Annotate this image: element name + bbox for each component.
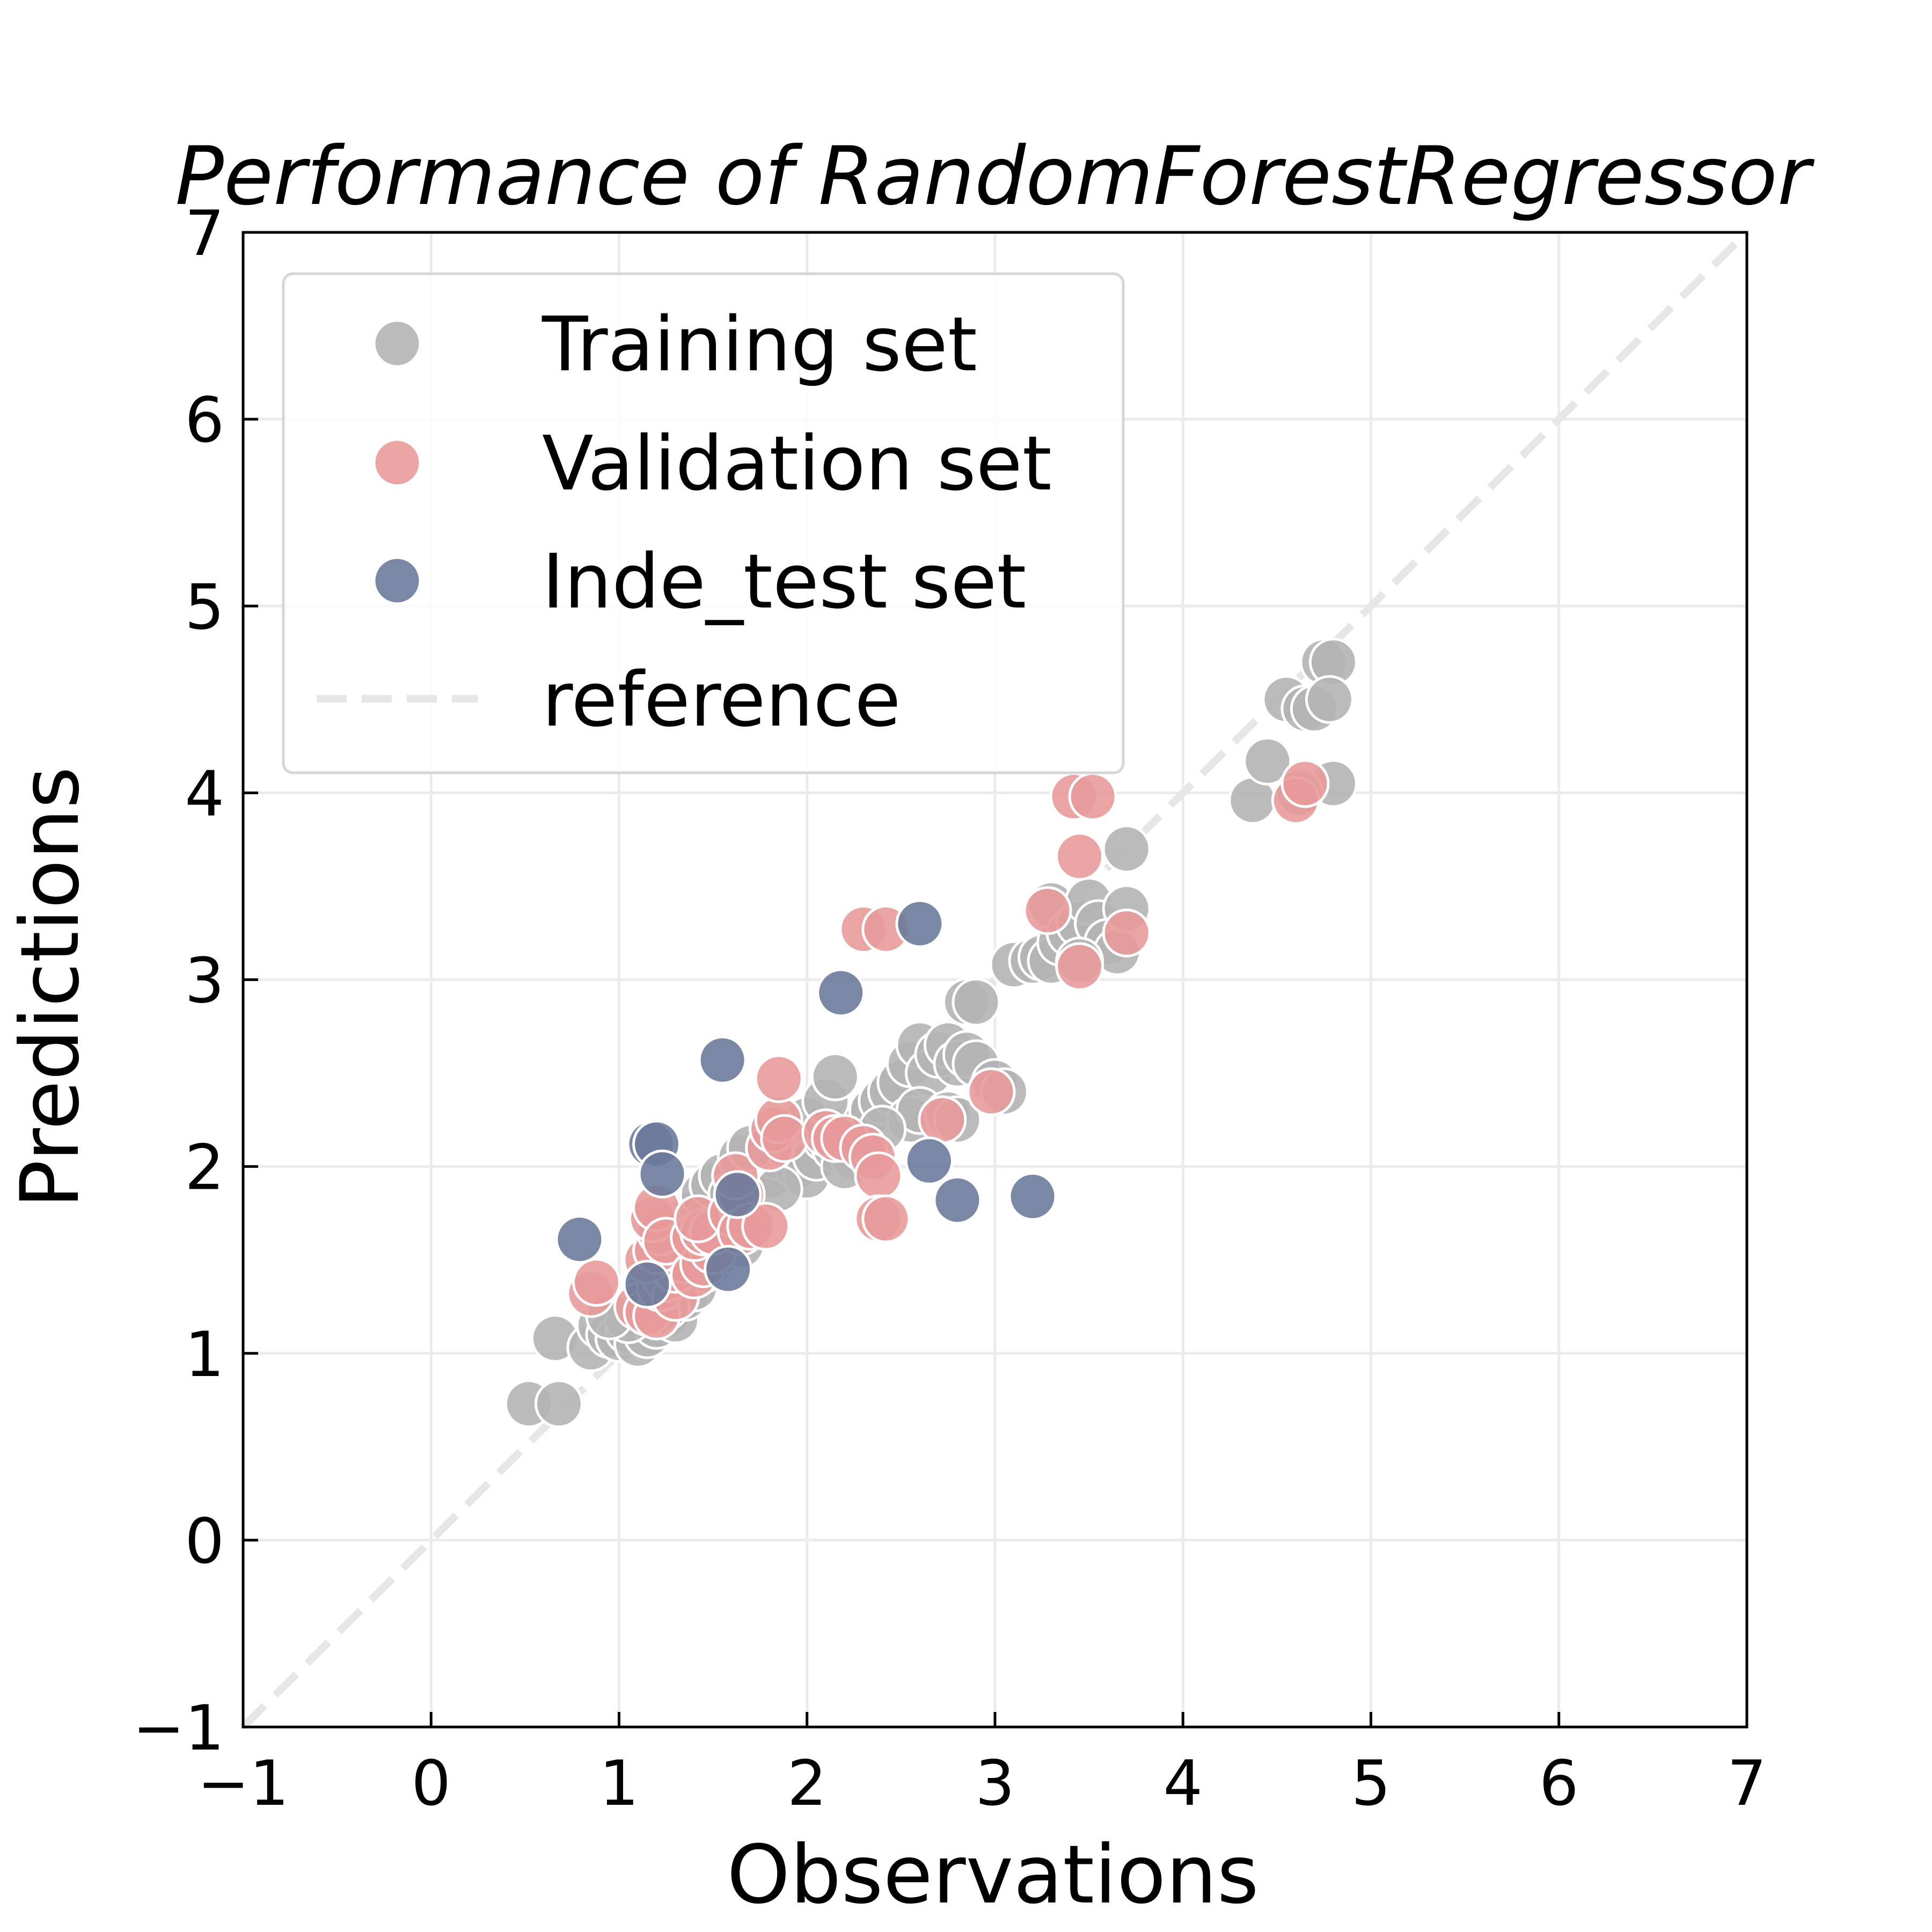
data-point xyxy=(861,1194,911,1243)
data-point xyxy=(572,1257,621,1307)
x-axis-title: Observations xyxy=(727,1828,1259,1922)
y-tick-label: 5 xyxy=(185,571,224,643)
data-point xyxy=(1068,772,1117,821)
x-tick-label: 7 xyxy=(1727,1747,1767,1820)
x-tick-label: 4 xyxy=(1163,1747,1203,1820)
y-tick-label: 2 xyxy=(185,1132,224,1204)
data-point xyxy=(810,1052,860,1102)
x-tick-label: 3 xyxy=(975,1747,1015,1820)
data-point xyxy=(1023,886,1072,935)
legend-marker xyxy=(372,556,422,605)
data-point xyxy=(623,1260,672,1309)
x-tick-label: 0 xyxy=(411,1747,451,1820)
data-point xyxy=(1305,675,1354,724)
data-points xyxy=(504,638,1358,1429)
data-point xyxy=(895,899,945,948)
data-point xyxy=(760,1114,809,1163)
data-point xyxy=(741,1202,791,1251)
y-tick-label: −1 xyxy=(133,1692,224,1765)
data-point xyxy=(534,1379,583,1429)
legend-marker xyxy=(372,319,422,368)
data-point xyxy=(1280,759,1330,808)
data-point xyxy=(1055,832,1104,881)
legend-marker xyxy=(372,438,422,487)
legend-label: Inde_test set xyxy=(542,538,1026,626)
data-point xyxy=(713,1170,762,1219)
x-tick-label: 1 xyxy=(599,1747,639,1820)
chart-title: Performance of RandomForestRegressor xyxy=(175,130,1814,223)
y-tick-label: 6 xyxy=(185,384,224,457)
data-point xyxy=(816,968,866,1018)
data-point xyxy=(698,1035,747,1085)
x-tick-label: 5 xyxy=(1351,1747,1391,1820)
legend-label: reference xyxy=(542,656,901,744)
x-tick-label: 6 xyxy=(1539,1747,1579,1820)
x-tick-label: −1 xyxy=(197,1747,289,1820)
data-point xyxy=(1008,1172,1057,1221)
y-tick-label: 0 xyxy=(185,1505,224,1578)
data-point xyxy=(638,1150,687,1199)
data-point xyxy=(704,1245,753,1294)
data-point xyxy=(933,1175,982,1225)
y-tick-label: 7 xyxy=(185,197,224,270)
legend-label: Validation set xyxy=(542,420,1052,508)
y-axis-title: Predictions xyxy=(4,766,97,1208)
data-point xyxy=(555,1214,604,1264)
data-point xyxy=(754,1054,803,1103)
axes: −1 0 1 2 3 4 5 6 7 −1 0 1 2 3 4 5 6 7 xyxy=(133,197,1767,1820)
data-point xyxy=(904,1136,954,1185)
legend: Training set Validation set Inde_test set r… xyxy=(282,272,1125,774)
y-tick-label: 1 xyxy=(185,1319,224,1391)
data-point xyxy=(1243,736,1292,786)
data-point xyxy=(1055,942,1104,991)
legend-box xyxy=(282,272,1125,774)
y-tick-label: 3 xyxy=(185,945,224,1018)
data-point xyxy=(854,1151,903,1201)
data-point xyxy=(967,1067,1016,1116)
data-point xyxy=(918,1095,967,1145)
data-point xyxy=(952,977,1001,1027)
x-tick-label: 2 xyxy=(787,1747,827,1820)
data-point xyxy=(1102,908,1151,957)
y-tick-label: 4 xyxy=(185,758,224,830)
legend-label: Training set xyxy=(541,301,977,389)
data-point xyxy=(1102,824,1151,874)
